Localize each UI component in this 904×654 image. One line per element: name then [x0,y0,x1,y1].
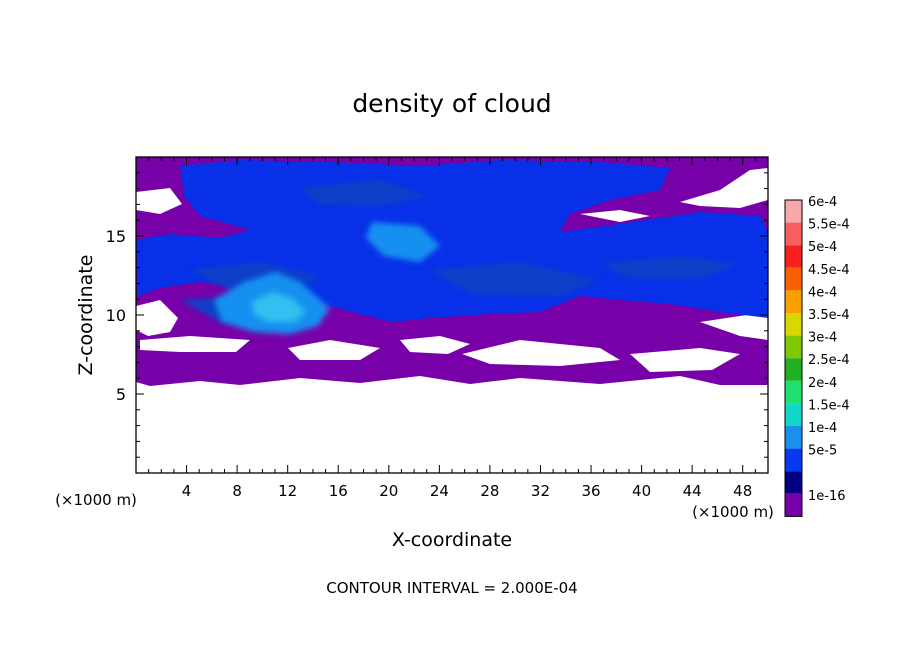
colorbar-swatch [785,335,802,359]
colorbar-label: 5e-4 [808,240,837,255]
y-axis-label: Z-coordinate [75,255,97,376]
colorbar-label: 2e-4 [808,376,837,391]
colorbar-swatch [785,471,802,494]
y-tick-label: 15 [106,227,126,246]
x-tick-label: 40 [632,482,651,500]
y-tick-label: 10 [106,306,126,325]
chart-title: density of cloud [352,89,551,118]
colorbar-label: 6e-4 [808,195,837,210]
x-axis-label: X-coordinate [392,529,512,551]
colorbar-label: 5.5e-4 [808,218,850,233]
colorbar-label: 1e-4 [808,421,837,436]
colorbar-label: 5e-5 [808,444,837,459]
x-tick-label: 28 [480,482,499,500]
x-tick-label: 48 [733,482,752,500]
colorbar-label: 2.5e-4 [808,353,850,368]
colorbar-swatch [785,290,802,313]
colorbar-swatch [785,245,802,268]
colorbar-label: 4.5e-4 [808,263,850,278]
contour-interval-note: CONTOUR INTERVAL = 2.000E-04 [326,579,577,597]
colorbar-swatch [785,313,802,336]
colorbar-label: 1.5e-4 [808,398,850,413]
x-tick-label: 44 [683,482,702,500]
y-unit-label: (×1000 m) [55,491,137,509]
x-tick-label: 24 [430,482,449,500]
y-axis: 5 10 15 [106,172,768,458]
colorbar-swatch [785,493,802,517]
colorbar-swatch [785,267,802,291]
field-peak-region [252,292,306,322]
contour-field [136,157,768,386]
colorbar-label: 4e-4 [808,285,837,300]
x-axis: 4 8 12 16 20 24 28 32 36 40 44 48 [148,157,756,500]
colorbar-swatch [785,448,802,472]
field-high-region-2 [366,222,440,262]
colorbar-swatch [785,358,802,381]
colorbar-swatch [785,200,802,223]
x-tick-label: 8 [232,482,242,500]
x-tick-label: 16 [329,482,348,500]
colorbar-swatch [785,222,802,246]
colorbar-swatch [785,426,802,449]
x-tick-label: 36 [581,482,600,500]
x-unit-label: (×1000 m) [692,503,774,521]
x-tick-label: 20 [379,482,398,500]
colorbar-label: 1e-16 [808,489,846,504]
colorbar-frame [784,199,803,517]
x-tick-label: 12 [278,482,297,500]
y-tick-label: 5 [116,385,126,404]
colorbar-legend: 6e-4 5.5e-4 5e-4 4.5e-4 4e-4 3.5e-4 3e-4 2.5e-4… [784,195,850,517]
colorbar-swatch [785,380,802,404]
colorbar-label: 3.5e-4 [808,308,850,323]
x-tick-label: 32 [531,482,550,500]
x-tick-label: 4 [182,482,192,500]
colorbar-label: 3e-4 [808,331,837,346]
colorbar-swatch [785,403,802,426]
field-gaps [136,168,768,372]
